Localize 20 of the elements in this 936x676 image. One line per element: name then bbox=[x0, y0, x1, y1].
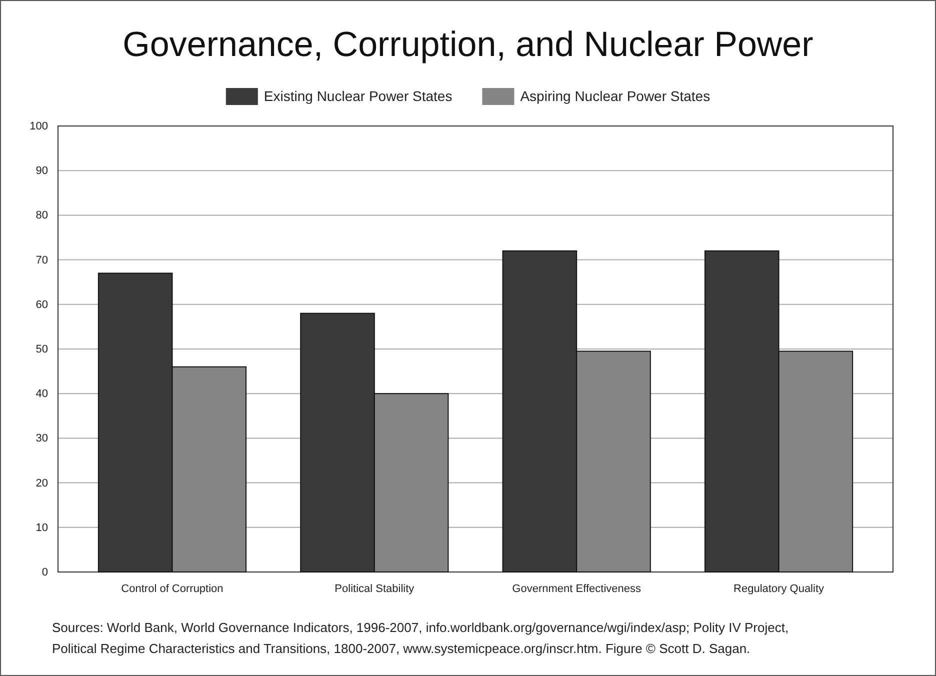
x-tick-label: Regulatory Quality bbox=[734, 582, 825, 595]
y-tick-label: 80 bbox=[36, 210, 48, 222]
y-tick-label: 100 bbox=[30, 120, 48, 133]
y-tick-label: 20 bbox=[36, 477, 48, 490]
y-tick-label: 0 bbox=[42, 566, 48, 579]
x-tick-label: Control of Corruption bbox=[121, 582, 224, 595]
chart-title: Governance, Corruption, and Nuclear Power bbox=[122, 25, 814, 64]
source-note: Sources: World Bank, World Governance Indicators, 1996-2007, info.worldbank.org/governance/wgi/index/asp; Polity IV Project, bbox=[52, 620, 789, 635]
y-tick-label: 50 bbox=[36, 344, 48, 356]
y-tick-label: 40 bbox=[36, 388, 48, 400]
text: Political Regime Characteristics and Transitions, 1800-2007, www.systemicpeace.org/inscr.htm. Figure © Scott D. Sagan. bbox=[52, 641, 750, 656]
legend-label: Aspiring Nuclear Power States bbox=[520, 88, 710, 104]
legend-label: Existing Nuclear Power States bbox=[264, 88, 452, 104]
y-tick-label: 90 bbox=[36, 165, 48, 178]
y-tick-label: 30 bbox=[36, 432, 48, 445]
x-tick-label: Government Effectiveness bbox=[512, 582, 642, 595]
x-tick-label: Political Stability bbox=[334, 582, 415, 595]
y-tick-label: 60 bbox=[36, 298, 48, 311]
y-tick-label: 10 bbox=[36, 522, 48, 534]
y-tick-label: 70 bbox=[36, 254, 48, 266]
